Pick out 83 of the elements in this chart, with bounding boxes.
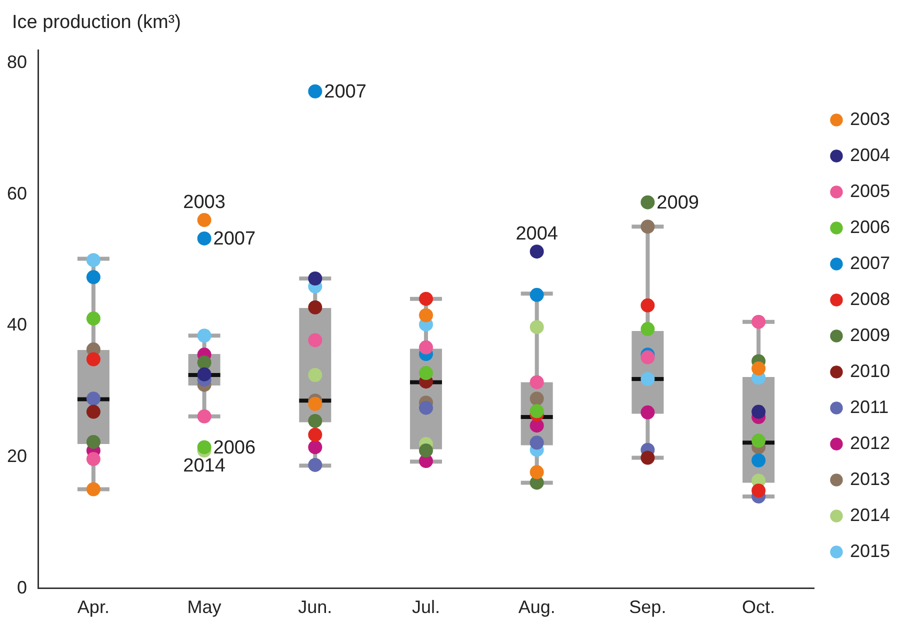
annotation: 2007 (213, 228, 256, 250)
legend-label: 2015 (850, 540, 890, 561)
legend-label: 2013 (850, 468, 890, 489)
point (197, 328, 212, 343)
point (86, 270, 100, 284)
point (640, 298, 655, 312)
point (86, 482, 100, 496)
annotation: 2004 (516, 223, 558, 244)
point (640, 220, 655, 234)
point (197, 213, 212, 228)
point (308, 271, 322, 286)
point (752, 404, 766, 419)
point (530, 436, 544, 450)
x-tick-label: May (187, 597, 222, 618)
x-tick-label: Oct. (742, 597, 776, 618)
y-tick-label: 40 (6, 314, 28, 335)
point (86, 452, 100, 466)
point (640, 372, 655, 386)
annotation: 2007 (324, 82, 366, 103)
point (752, 453, 766, 468)
legend-label: 2008 (850, 288, 890, 309)
point (86, 312, 100, 326)
point (640, 322, 655, 336)
point (418, 340, 433, 354)
point (640, 450, 655, 465)
point (752, 361, 766, 376)
annotation: 2003 (183, 192, 226, 213)
point (418, 400, 433, 415)
point (640, 350, 655, 364)
point (308, 333, 322, 348)
point (418, 366, 433, 380)
point (640, 405, 655, 420)
point (308, 414, 322, 428)
legend-label: 2014 (850, 504, 890, 525)
point (308, 368, 322, 382)
point (86, 253, 100, 268)
annotation: 2009 (656, 192, 699, 214)
y-tick-label: 60 (6, 183, 28, 204)
point (752, 434, 766, 448)
point (418, 292, 433, 306)
point (308, 458, 322, 472)
legend-label: 2009 (850, 324, 890, 345)
point (530, 244, 544, 259)
legend-label: 2005 (850, 180, 890, 201)
point (752, 484, 766, 498)
point (752, 314, 766, 329)
point (530, 320, 544, 334)
point (308, 300, 322, 314)
y-tick-label: 0 (17, 577, 28, 598)
point (530, 375, 544, 390)
legend-label: 2004 (850, 144, 890, 165)
point (86, 434, 100, 449)
legend-label: 2012 (850, 432, 890, 453)
legend-label: 2007 (850, 252, 890, 273)
point (530, 392, 544, 406)
point (308, 84, 322, 98)
legend-label: 2010 (850, 360, 890, 381)
point (86, 404, 100, 419)
point (197, 231, 212, 246)
x-tick-label: Jul. (412, 597, 440, 618)
x-tick-label: Apr. (77, 597, 110, 618)
point (197, 409, 212, 424)
point (197, 440, 212, 454)
x-tick-label: Aug. (518, 597, 556, 618)
x-tick-label: Sep. (629, 597, 666, 618)
point (418, 444, 433, 458)
point (530, 465, 544, 480)
point (530, 404, 544, 418)
legend-label: 2006 (850, 216, 890, 237)
point (640, 195, 655, 210)
y-axis-title: Ice production (km³) (12, 12, 181, 34)
point (308, 440, 322, 454)
point (418, 308, 433, 322)
y-tick-label: 20 (6, 446, 28, 466)
x-tick-label: Jun. (298, 597, 332, 618)
point (308, 396, 322, 411)
legend-label: 2003 (850, 108, 890, 129)
point (308, 428, 322, 442)
point (86, 352, 100, 366)
y-tick-label: 80 (6, 52, 28, 72)
legend-label: 2011 (850, 396, 889, 417)
point (86, 392, 100, 406)
point (530, 288, 544, 302)
